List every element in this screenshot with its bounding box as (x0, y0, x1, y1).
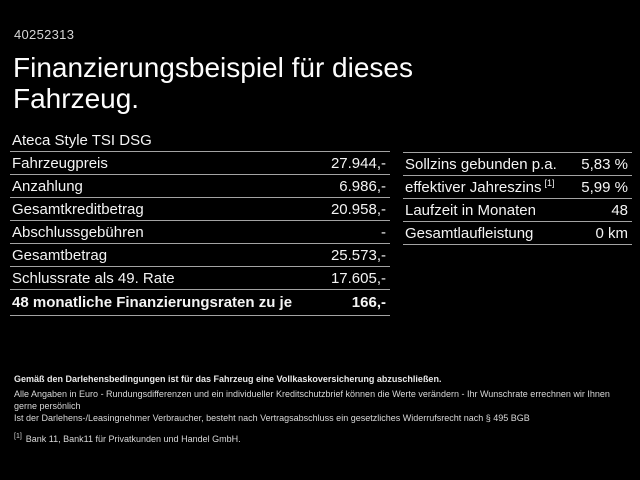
row-label: Sollzins gebunden p.a. (405, 155, 557, 173)
footnote-marker: [1] (544, 177, 555, 188)
table-row: Schlussrate als 49. Rate 17.605,- (10, 267, 390, 290)
row-value: 20.958,- (330, 200, 386, 218)
row-label: Fahrzeugpreis (12, 154, 108, 172)
table-row: Abschlussgebühren - (10, 221, 390, 244)
row-label: Laufzeit in Monaten (405, 201, 536, 219)
row-label: Schlussrate als 49. Rate (12, 269, 175, 287)
row-label: Gesamtbetrag (12, 246, 108, 264)
disclaimer-line: Alle Angaben in Euro - Rundungsdifferenz… (14, 389, 610, 411)
row-label: Gesamtlaufleistung (405, 224, 534, 242)
fine-print: Gemäß den Darlehensbedingungen ist für d… (14, 373, 634, 445)
row-value: - (381, 223, 386, 241)
row-value: 5,99 % (581, 178, 628, 196)
row-value: 48 (611, 201, 628, 219)
disclaimer-line: Ist der Darlehens-/Leasingnehmer Verbrau… (14, 413, 530, 423)
table-row: Sollzins gebunden p.a. 5,83 % (403, 153, 632, 176)
finance-table: Ateca Style TSI DSG Fahrzeugpreis 27.944… (10, 129, 390, 316)
bank-footnote: [1] Bank 11, Bank11 für Privatkunden und … (14, 433, 241, 444)
table-row: Anzahlung 6.986,- (10, 175, 390, 198)
table-row: Gesamtbetrag 25.573,- (10, 244, 390, 267)
vehicle-model: Ateca Style TSI DSG (12, 131, 152, 149)
row-value: 27.944,- (330, 154, 386, 172)
reference-number: 40252313 (14, 27, 75, 42)
footnote-marker: [1] (14, 433, 22, 440)
row-label: effektiver Jahreszins [1] (405, 177, 555, 196)
row-label: Anzahlung (12, 177, 83, 195)
vehicle-model-row: Ateca Style TSI DSG (10, 129, 390, 152)
row-label: Abschlussgebühren (12, 223, 144, 241)
row-value: 17.605,- (330, 269, 386, 287)
row-label: Gesamtkreditbetrag (12, 200, 144, 218)
table-row: Fahrzeugpreis 27.944,- (10, 152, 390, 175)
insurance-requirement-note: Gemäß den Darlehensbedingungen ist für d… (14, 374, 442, 384)
row-label: 48 monatliche Finanzierungsraten zu je (12, 294, 293, 311)
table-row: Gesamtkreditbetrag 20.958,- (10, 198, 390, 221)
monthly-rate-total-row: 48 monatliche Finanzierungsraten zu je 1… (10, 290, 390, 316)
conditions-table: Sollzins gebunden p.a. 5,83 % effektiver… (403, 152, 632, 245)
row-value: 6.986,- (339, 177, 386, 195)
table-row: Laufzeit in Monaten 48 (403, 199, 632, 222)
row-value: 5,83 % (581, 155, 628, 173)
row-value: 166,- (351, 294, 386, 311)
row-value: 25.573,- (330, 246, 386, 264)
row-value: 0 km (595, 224, 628, 242)
page-title: Finanzierungsbeispiel für dieses Fahrzeu… (13, 52, 413, 114)
table-row: effektiver Jahreszins [1] 5,99 % (403, 176, 632, 199)
table-row: Gesamtlaufleistung 0 km (403, 222, 632, 245)
